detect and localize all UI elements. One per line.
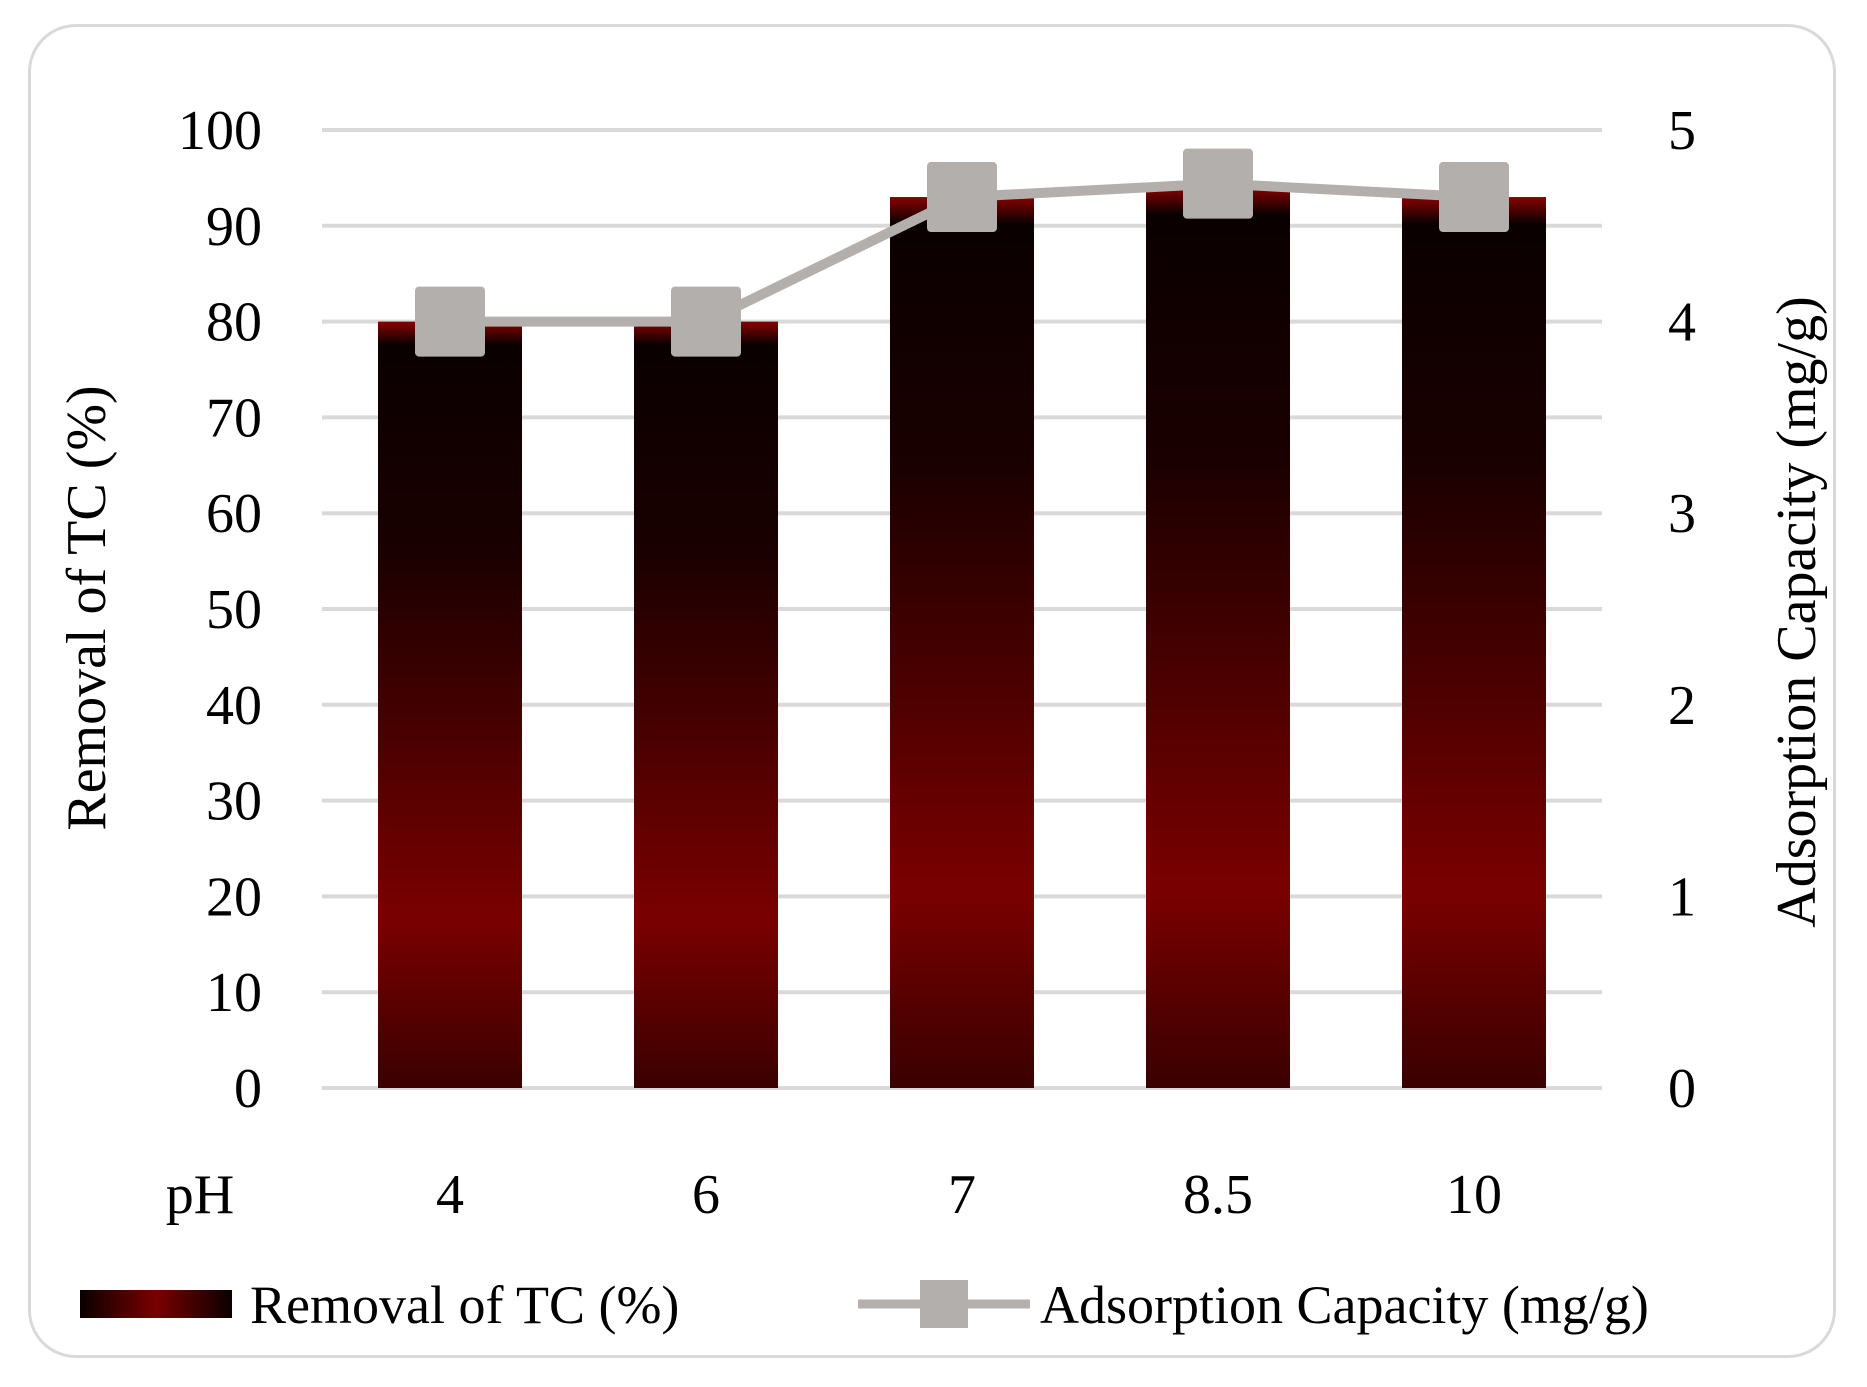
x-tick-label: 4: [436, 1164, 464, 1226]
right-tick-label: 1: [1668, 866, 1696, 928]
y-axis-right-label: Adsorption Capacity (mg/g): [1766, 296, 1828, 927]
left-axis-ticks: 0 10 20 30 40 50 60 70 80 90 100: [178, 100, 262, 1120]
y-axis-left-label: Removal of TC (%): [56, 385, 118, 830]
legend-marker-adsorption: [920, 1280, 968, 1328]
x-tick-label: 10: [1446, 1164, 1502, 1226]
right-tick-label: 4: [1668, 292, 1696, 354]
x-axis-label: pH: [166, 1164, 234, 1226]
marker-adsorption-4: [415, 286, 485, 357]
bar-removal-4: [378, 321, 522, 1089]
bar-removal-10: [1402, 197, 1546, 1088]
marker-adsorption-7: [927, 162, 997, 233]
left-tick-label: 100: [178, 100, 262, 162]
right-tick-label: 3: [1668, 483, 1696, 545]
x-axis-ticks: 4 6 7 8.5 10: [436, 1164, 1502, 1226]
left-tick-label: 40: [206, 675, 262, 737]
marker-adsorption-8.5: [1183, 148, 1253, 219]
right-axis-ticks: 0 1 2 3 4 5: [1668, 100, 1696, 1120]
bar-removal-8.5: [1146, 187, 1290, 1089]
right-tick-label: 2: [1668, 675, 1696, 737]
x-tick-label: 6: [692, 1164, 720, 1226]
legend: Removal of TC (%) Adsorption Capacity (m…: [80, 1275, 1649, 1335]
left-tick-label: 20: [206, 866, 262, 928]
legend-label-adsorption: Adsorption Capacity (mg/g): [1040, 1275, 1649, 1335]
left-tick-label: 10: [206, 962, 262, 1024]
right-tick-label: 0: [1668, 1058, 1696, 1120]
bar-removal-6: [634, 321, 778, 1089]
x-tick-label: 7: [948, 1164, 976, 1226]
left-tick-label: 30: [206, 771, 262, 833]
legend-swatch-removal: [80, 1290, 232, 1318]
x-tick-label: 8.5: [1183, 1164, 1253, 1226]
marker-adsorption-6: [671, 286, 741, 357]
left-tick-label: 0: [234, 1058, 262, 1120]
left-tick-label: 60: [206, 483, 262, 545]
bar-series: [378, 187, 1546, 1089]
left-tick-label: 90: [206, 196, 262, 258]
left-tick-label: 50: [206, 579, 262, 641]
legend-label-removal: Removal of TC (%): [250, 1275, 679, 1335]
right-tick-label: 5: [1668, 100, 1696, 162]
marker-adsorption-10: [1439, 162, 1509, 233]
line-series: [415, 148, 1509, 357]
left-tick-label: 80: [206, 292, 262, 354]
bar-removal-7: [890, 197, 1034, 1088]
left-tick-label: 70: [206, 387, 262, 449]
